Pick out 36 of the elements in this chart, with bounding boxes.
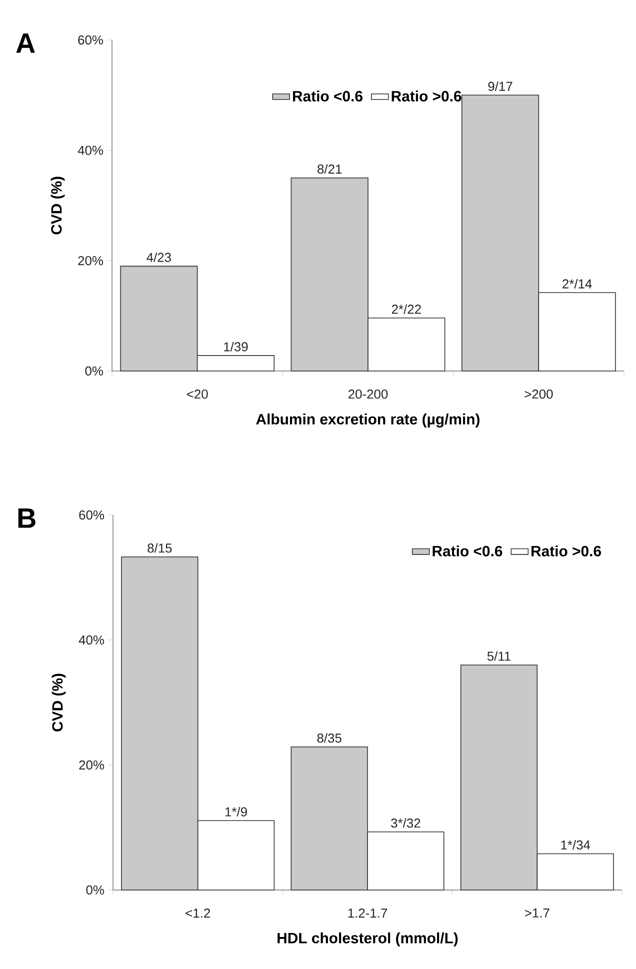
legend-label: Ratio <0.6 [432, 545, 502, 556]
y-tick-label: 40% [78, 146, 104, 155]
annotation: 4/23 [146, 252, 171, 262]
legend-label: Ratio >0.6 [532, 545, 601, 556]
chart-title: B [18, 508, 36, 528]
y-tick-label: 40% [78, 635, 104, 645]
x-axis-title: Albumin excretion rate (µg/min) [256, 414, 480, 428]
annotation: 5/11 [487, 651, 510, 661]
annotation: 3*/32 [391, 818, 420, 828]
y-tick-label: 60% [79, 510, 104, 520]
y-tick-label: 0% [86, 885, 104, 895]
x-tick-label: >200 [524, 390, 553, 399]
x-tick-label: 1.2-1.7 [348, 908, 388, 918]
annotation: 9/17 [488, 81, 512, 91]
annotation: 8/35 [317, 733, 342, 743]
x-tick-label: <1.2 [186, 908, 210, 918]
y-tick-label: 0% [85, 366, 104, 376]
annotation: 8/15 [148, 543, 172, 553]
legend-label: Ratio <0.6 [292, 90, 362, 102]
y-axis-title: CVD (%) [52, 674, 66, 732]
annotation: 1*/9 [225, 806, 247, 816]
chart-title: A [16, 34, 35, 53]
y-axis-title: CVD (%) [50, 176, 65, 234]
y-tick-label: 60% [78, 35, 104, 45]
annotation: 2*/22 [392, 304, 421, 314]
x-tick-label: <20 [186, 390, 208, 399]
x-tick-label: >1.7 [525, 908, 550, 918]
x-axis-title: HDL cholesterol (mmol/L) [278, 932, 458, 946]
annotation: 1/39 [224, 342, 248, 352]
y-tick-label: 20% [79, 760, 104, 770]
y-tick-label: 20% [78, 256, 104, 266]
annotation: 2*/14 [562, 278, 592, 288]
legend-label: Ratio >0.6 [392, 90, 462, 102]
annotation: 8/21 [318, 164, 342, 174]
x-tick-label: 20-200 [348, 390, 388, 399]
annotation: 1*/34 [561, 840, 590, 850]
